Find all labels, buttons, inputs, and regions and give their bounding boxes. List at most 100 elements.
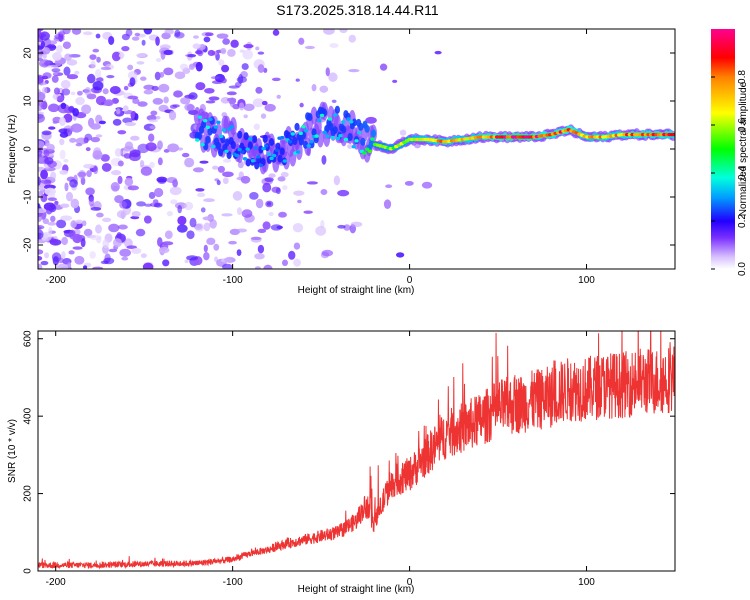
spectrogram-noise-blob bbox=[260, 113, 267, 119]
spectrogram-noise-blob bbox=[140, 253, 147, 259]
spectrogram-noise-blob bbox=[41, 130, 52, 136]
spectrogram-ridge-mid bbox=[268, 138, 275, 147]
spectrogram-noise-blob bbox=[146, 115, 157, 121]
snr-y-tick-label: 400 bbox=[23, 407, 34, 424]
spectrogram-noise-blob bbox=[112, 238, 122, 248]
spectrogram-noise-blob bbox=[213, 243, 220, 251]
spectrogram-ridge-mid bbox=[341, 125, 347, 134]
spectrogram-noise-blob bbox=[56, 44, 63, 54]
spectrogram-y-tick-label: -20 bbox=[23, 237, 34, 252]
spectrogram-noise-blob bbox=[90, 136, 101, 143]
spectrogram-noise-blob bbox=[250, 236, 262, 241]
spectrogram-noise-blob bbox=[110, 170, 122, 176]
spectrogram-ridge-mid bbox=[360, 137, 366, 146]
spectrogram-ridge-core bbox=[269, 156, 274, 161]
spectrogram-noise-blob bbox=[116, 210, 127, 219]
spectrogram-noise-blob bbox=[38, 191, 44, 198]
spectrogram-noise-blob bbox=[163, 49, 173, 56]
spectrogram-noise-blob bbox=[130, 111, 136, 119]
spectrogram-x-tick-label: 100 bbox=[578, 275, 595, 286]
spectrogram-noise-blob bbox=[154, 71, 161, 81]
spectrogram-noise-blob bbox=[47, 64, 58, 69]
spectrogram-noise-blob bbox=[168, 110, 177, 121]
spectrogram-noise-blob bbox=[159, 71, 165, 78]
spectrogram-ridge-core bbox=[195, 138, 200, 142]
spectrogram-noise-blob bbox=[88, 196, 95, 207]
spectrogram-noise-blob bbox=[92, 150, 103, 160]
snr-plot-area bbox=[38, 331, 675, 571]
spectrogram-noise-blob bbox=[293, 190, 305, 196]
spectrogram-noise-blob bbox=[243, 114, 248, 119]
spectrogram-noise-blob bbox=[114, 195, 124, 204]
spectrogram-noise-blob bbox=[306, 181, 318, 185]
spectrogram-noise-blob bbox=[195, 188, 205, 192]
spectrogram-noise-blob bbox=[254, 266, 261, 269]
spectrogram-noise-blob bbox=[87, 73, 96, 84]
spectrogram-noise-blob bbox=[277, 176, 286, 182]
spectrogram-ridge-core bbox=[351, 145, 357, 149]
spectrogram-ridge-core bbox=[248, 137, 253, 141]
spectrogram-ridge-core bbox=[333, 113, 338, 117]
spectrogram-noise-blob bbox=[195, 61, 203, 72]
spectrogram-noise-blob bbox=[84, 87, 92, 96]
spectrogram-noise-blob bbox=[47, 197, 58, 201]
spectrogram-noise-blob bbox=[112, 118, 122, 126]
spectrogram-noise-blob bbox=[40, 260, 49, 266]
spectrogram-noise-blob bbox=[186, 230, 195, 240]
snr-y-tick-label: 600 bbox=[23, 330, 34, 347]
spectrogram-noise-blob bbox=[187, 53, 197, 58]
spectrogram-noise-blob bbox=[114, 147, 122, 157]
spectrogram-noise-blob bbox=[149, 161, 155, 169]
spectrogram-noise-blob bbox=[56, 219, 67, 229]
colorbar-tick-label: 0.8 bbox=[737, 70, 748, 84]
spectrogram-noise-blob bbox=[71, 29, 82, 35]
spectrogram-noise-blob bbox=[40, 232, 52, 242]
spectrogram-noise-blob bbox=[89, 251, 96, 259]
snr-x-axis-label: Height of straight line (km) bbox=[298, 584, 415, 595]
spectrogram-noise-blob bbox=[271, 186, 281, 193]
spectrogram-noise-blob bbox=[127, 64, 134, 71]
spectrogram-ridge-core bbox=[290, 132, 295, 136]
spectrogram-noise-blob bbox=[203, 36, 211, 43]
spectrogram-noise-blob bbox=[96, 236, 102, 244]
spectrogram-ridge-core bbox=[672, 132, 675, 137]
spectrogram-noise-blob bbox=[124, 141, 134, 150]
colorbar-ticks: 0.0 0.2 0.4 0.6 0.8 bbox=[711, 70, 748, 276]
spectrogram-noise-blob bbox=[70, 198, 80, 209]
spectrogram-noise-blob bbox=[253, 123, 260, 131]
spectrogram-x-tick-label: -200 bbox=[46, 275, 66, 286]
spectrogram-noise-blob bbox=[226, 91, 237, 96]
spectrogram-noise-blob bbox=[293, 242, 301, 250]
spectrogram-noise-blob bbox=[59, 132, 69, 138]
spectrogram-noise-blob bbox=[150, 110, 158, 116]
spectrogram-ridge-core bbox=[197, 115, 203, 119]
spectrogram-noise-blob bbox=[192, 167, 204, 173]
spectrogram-noise-blob bbox=[205, 32, 214, 37]
spectrogram-y-tick-label: -10 bbox=[23, 189, 34, 204]
spectrogram-ridge-core bbox=[330, 135, 335, 140]
spectrogram-noise-blob bbox=[179, 63, 188, 71]
spectrogram-noise-blob bbox=[228, 85, 240, 89]
spectrogram-noise-blob bbox=[100, 66, 112, 71]
spectrogram-ridge-mid bbox=[224, 138, 230, 147]
spectrogram-noise-blob bbox=[180, 97, 191, 105]
spectrogram-noise-blob bbox=[222, 263, 233, 269]
spectrogram-ridge-mid bbox=[226, 151, 232, 160]
spectrogram-noise-blob bbox=[292, 222, 304, 233]
spectrogram-noise-blob bbox=[209, 219, 217, 229]
spectrogram-noise-blob bbox=[42, 72, 52, 79]
spectrogram-noise-blob bbox=[62, 41, 72, 49]
spectrogram-noise-blob bbox=[157, 157, 163, 166]
spectrogram-noise-blob bbox=[53, 87, 60, 95]
spectrogram-noise-blob bbox=[177, 204, 183, 214]
spectrogram-noise-blob bbox=[239, 49, 245, 53]
spectrogram-noise-blob bbox=[117, 160, 124, 167]
spectrogram-noise-blob bbox=[158, 246, 170, 254]
spectrogram-ridge-core bbox=[272, 153, 277, 158]
spectrogram-ridge-core bbox=[242, 157, 248, 161]
spectrogram-noise-blob bbox=[44, 187, 56, 196]
spectrogram-noise-blob bbox=[96, 77, 104, 82]
spectrogram-ridge-mid bbox=[279, 147, 285, 156]
spectrogram-noise-blob bbox=[166, 211, 173, 217]
spectrogram-ridge-core bbox=[216, 120, 221, 125]
